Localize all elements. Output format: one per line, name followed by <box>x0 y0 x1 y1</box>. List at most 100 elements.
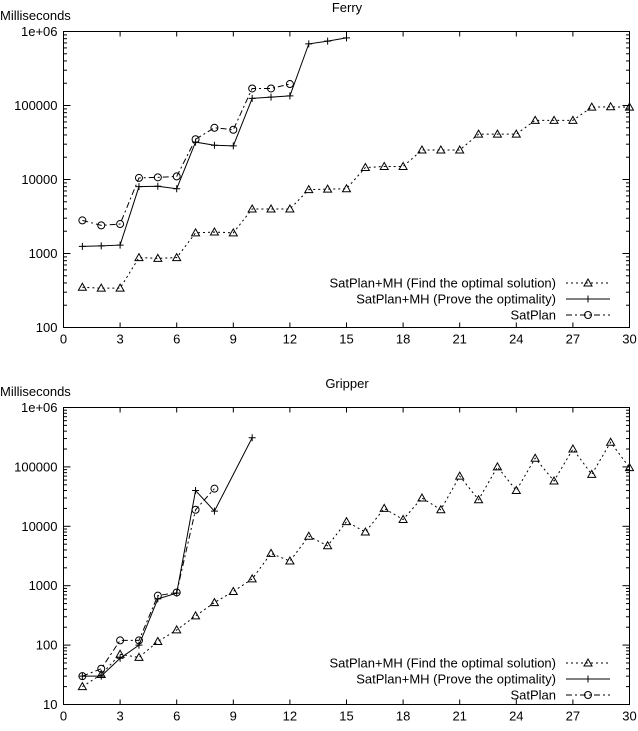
ferry-data-point <box>267 84 276 93</box>
ferry-data-point <box>624 102 635 111</box>
gripper-data-point <box>435 504 446 514</box>
ferry-data-point <box>171 252 182 262</box>
ferry-data-point <box>285 203 295 213</box>
ferry-y-tick-label: 100 <box>36 320 58 335</box>
gripper-y-tick-label: 1e+06 <box>21 400 58 415</box>
ferry-chart: Milliseconds Ferry 0 3 6 9 12 15 18 21 24 27 30 100… <box>0 0 637 347</box>
ferry-data-point <box>97 242 105 250</box>
ferry-data-point <box>454 145 465 154</box>
gripper-legend-marker <box>583 657 593 667</box>
ferry-legend-label: SatPlan+MH (Find the optimal solution) <box>329 276 556 291</box>
gripper-y-tick-label: 1000 <box>29 578 58 593</box>
ferry-data-point <box>248 94 256 102</box>
ferry-data-point <box>97 221 106 230</box>
gripper-series <box>77 434 635 691</box>
gripper-data-point <box>210 484 219 493</box>
gripper-legend-marker <box>584 675 592 683</box>
ferry-y-tick-label: 1e+06 <box>21 24 58 39</box>
ferry-data-point <box>77 282 88 291</box>
ferry-data-point <box>285 80 294 89</box>
ferry-data-point <box>152 253 163 262</box>
ferry-data-point <box>360 162 371 172</box>
gripper-data-point <box>511 485 522 495</box>
ferry-x-tick-label: 21 <box>452 332 466 347</box>
ferry-data-point <box>305 40 313 48</box>
gripper-series-line-1 <box>82 437 253 677</box>
gripper-y-tick-label: 100 <box>36 638 58 653</box>
ferry-x-tick-label: 0 <box>60 332 67 347</box>
gripper-data-point <box>192 487 200 495</box>
ferry-x-tick-label: 3 <box>116 332 123 347</box>
ferry-data-point <box>96 283 107 292</box>
gripper-data-point <box>454 471 465 480</box>
gripper-data-point <box>624 462 635 472</box>
gripper-data-point <box>605 437 616 446</box>
gripper-data-point <box>285 556 295 565</box>
gripper-data-point <box>134 652 144 661</box>
gripper-data-point <box>97 672 105 680</box>
gripper-data-point <box>322 540 333 550</box>
ferry-data-point <box>247 203 258 213</box>
gripper-x-tick-label: 18 <box>396 709 410 724</box>
gripper-data-point <box>78 672 87 681</box>
gripper-data-point <box>171 624 182 634</box>
ferry-data-point <box>417 145 427 154</box>
gripper-x-tick-label: 6 <box>173 709 180 724</box>
gripper-data-point <box>172 588 181 597</box>
gripper-data-point <box>247 573 258 583</box>
ferry-y-tick-label: 10000 <box>21 172 57 187</box>
gripper-series-0 <box>77 437 635 691</box>
ferry-data-point <box>191 135 200 144</box>
gripper-series-line-2 <box>82 488 215 677</box>
gripper-legend-label: SatPlan+MH (Prove the optimality) <box>356 672 556 687</box>
gripper-data-point <box>586 469 597 478</box>
ferry-series <box>77 34 635 292</box>
gripper-y-tick-label: 10 <box>43 697 57 712</box>
gripper-x-tick-label: 15 <box>339 709 353 724</box>
ferry-x-tick-label: 18 <box>396 332 410 347</box>
ferry-series-0 <box>77 101 635 292</box>
ferry-x-tick-label: 24 <box>509 332 523 347</box>
ferry-data-point <box>492 129 503 138</box>
ferry-series-1 <box>78 34 350 250</box>
gripper-data-point <box>116 636 125 645</box>
ferry-data-point <box>549 115 559 124</box>
ferry-data-point <box>322 184 333 193</box>
ferry-data-point <box>229 125 238 134</box>
gripper-series-line-0 <box>82 441 630 688</box>
gripper-data-point <box>190 610 201 620</box>
ferry-x-tick-label: 9 <box>230 332 237 347</box>
ferry-data-point <box>190 227 201 237</box>
ferry-data-point <box>266 203 276 213</box>
ferry-data-point <box>248 84 257 93</box>
ferry-data-point <box>398 161 408 170</box>
gripper-axes: 0 3 6 9 12 15 18 21 24 27 30 10 100 1000 10000 100000 1e… <box>14 400 637 724</box>
gripper-data-point <box>266 548 276 557</box>
gripper-data-point <box>549 475 559 485</box>
gripper-data-point <box>228 586 239 595</box>
ferry-legend-label: SatPlan+MH (Prove the optimality) <box>356 292 556 307</box>
gripper-data-point <box>209 597 220 607</box>
ferry-y-tick-label: 100000 <box>14 98 57 113</box>
gripper-data-point <box>77 681 88 691</box>
ferry-legend-marker <box>584 311 592 319</box>
gripper-legend-label: SatPlan+MH (Find the optimal solution) <box>329 656 556 671</box>
ferry-legend-marker <box>584 295 592 303</box>
gripper-data-point <box>248 434 256 442</box>
gripper-data-point <box>360 527 371 536</box>
ferry-y-tick-label: 1000 <box>29 246 58 261</box>
ferry-data-point <box>303 184 314 194</box>
ferry-data-point <box>473 129 484 138</box>
gripper-x-tick-label: 12 <box>283 709 297 724</box>
ferry-data-point <box>78 216 87 225</box>
ferry-data-point <box>134 173 143 182</box>
ferry-legend-marker <box>583 277 593 287</box>
ferry-data-point <box>605 101 616 111</box>
ferry-data-point <box>343 34 350 42</box>
ferry-data-point <box>134 252 144 262</box>
ferry-data-point <box>78 242 86 250</box>
ferry-axes: 0 3 6 9 12 15 18 21 24 27 30 100 1000 10000 100000 1e+0… <box>14 24 637 347</box>
gripper-data-point <box>152 636 163 645</box>
ferry-series-2 <box>78 80 294 230</box>
